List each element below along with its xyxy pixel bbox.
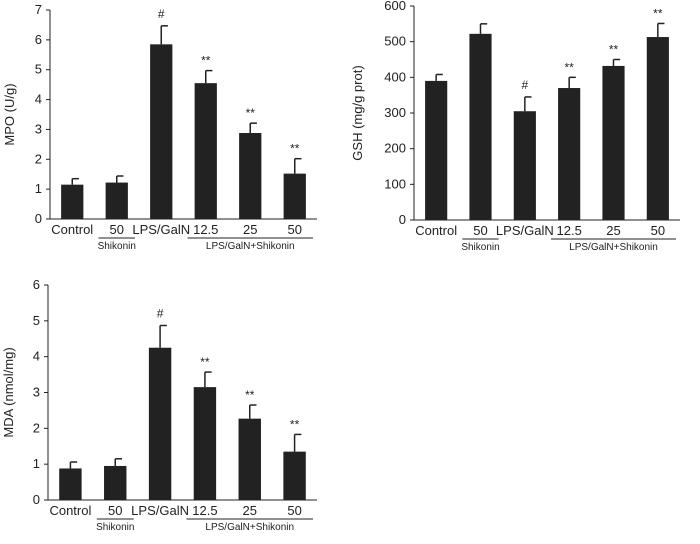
- y-tick-label: 4: [33, 349, 40, 364]
- x-tick-label: 25: [606, 223, 620, 238]
- y-tick-label: 3: [33, 385, 40, 400]
- y-tick-label: 5: [33, 313, 40, 328]
- y-tick-label: 1: [35, 181, 42, 196]
- bar-5: [283, 451, 306, 500]
- significance-label: **: [290, 417, 300, 431]
- x-tick-label: 50: [473, 223, 487, 238]
- bar-3: [193, 387, 217, 500]
- y-tick-label: 6: [35, 32, 42, 47]
- bar-1: [104, 465, 127, 500]
- chart-mda: 0 1 2 3 4 5 6 MDA (nmol/mg) Control 50 # LPS/GalN **…: [1, 277, 317, 533]
- group-label: Shikonin: [461, 242, 499, 253]
- x-tick-label: 50: [651, 223, 665, 238]
- y-tick-label: 0: [35, 211, 42, 226]
- group-label: LPS/GalN+Shikonin: [205, 522, 294, 533]
- significance-label: **: [201, 54, 211, 68]
- y-tick-label: 0: [399, 212, 406, 227]
- y-tick-label: 400: [384, 69, 406, 84]
- y-axis-label: MPO (U/g): [2, 83, 17, 145]
- x-tick-label: 50: [110, 222, 124, 237]
- x-tick-label: LPS/GalN: [131, 503, 189, 518]
- y-tick-label: 200: [384, 141, 406, 156]
- bar-4: [602, 65, 625, 220]
- bar-5: [283, 173, 306, 219]
- bar-4: [238, 418, 261, 500]
- bar-3: [558, 88, 581, 221]
- significance-label: **: [246, 106, 256, 120]
- y-tick-label: 600: [384, 0, 406, 13]
- significance-label: **: [290, 142, 300, 156]
- x-tick-label: Control: [415, 223, 457, 238]
- bar-0: [425, 80, 448, 221]
- significance-label: #: [521, 78, 528, 92]
- x-tick-label: 25: [243, 222, 257, 237]
- y-tick-label: 2: [35, 151, 42, 166]
- significance-label: **: [564, 60, 574, 74]
- bar-2: [513, 111, 536, 220]
- x-tick-label: 50: [288, 222, 302, 237]
- significance-label: **: [245, 388, 255, 402]
- bar-0: [61, 184, 84, 219]
- y-tick-label: 2: [33, 420, 40, 435]
- significance-label: #: [157, 306, 164, 320]
- y-tick-label: 7: [35, 2, 42, 17]
- x-tick-label: LPS/GalN: [496, 223, 554, 238]
- bar-3: [194, 83, 217, 220]
- x-tick-label: 12.5: [193, 222, 218, 237]
- significance-label: **: [200, 355, 210, 369]
- bar-4: [239, 133, 262, 219]
- group-label: Shikonin: [98, 241, 136, 252]
- y-tick-label: 6: [33, 277, 40, 292]
- y-tick-label: 1: [33, 456, 40, 471]
- group-label: Shikonin: [96, 522, 134, 533]
- chart-mpo: 0 1 2 3 4 5 6 7 MPO (U/g) Control 50 # LPS/GalN ** 12.…: [2, 2, 317, 252]
- bar-2: [148, 347, 172, 500]
- y-tick-label: 4: [35, 92, 42, 107]
- y-tick-label: 0: [33, 492, 40, 507]
- x-tick-label: Control: [51, 222, 93, 237]
- x-tick-label: LPS/GalN: [132, 222, 190, 237]
- x-tick-label: 25: [243, 503, 257, 518]
- x-tick-label: 12.5: [192, 503, 217, 518]
- x-tick-label: 50: [287, 503, 301, 518]
- y-tick-label: 300: [384, 105, 406, 120]
- y-tick-label: 500: [384, 34, 406, 49]
- x-tick-label: 50: [108, 503, 122, 518]
- x-tick-label: 12.5: [557, 223, 582, 238]
- chart-gsh: 0 100 200 300 400 500 600 GSH (mg/g prot) Contro…: [350, 0, 680, 253]
- bar-5: [646, 37, 669, 220]
- significance-label: **: [609, 43, 619, 57]
- y-axis-label: GSH (mg/g prot): [350, 65, 365, 160]
- y-tick-label: 100: [384, 176, 406, 191]
- y-axis-label: MDA (nmol/mg): [1, 347, 16, 437]
- significance-label: #: [158, 7, 165, 21]
- x-tick-label: Control: [49, 503, 91, 518]
- group-label: LPS/GalN+Shikonin: [569, 242, 658, 253]
- bar-2: [150, 44, 173, 220]
- bar-1: [469, 33, 492, 220]
- y-tick-label: 5: [35, 62, 42, 77]
- bar-0: [59, 468, 82, 500]
- y-tick-label: 3: [35, 121, 42, 136]
- bar-1: [105, 182, 128, 219]
- group-label: LPS/GalN+Shikonin: [206, 241, 295, 252]
- significance-label: **: [653, 6, 663, 20]
